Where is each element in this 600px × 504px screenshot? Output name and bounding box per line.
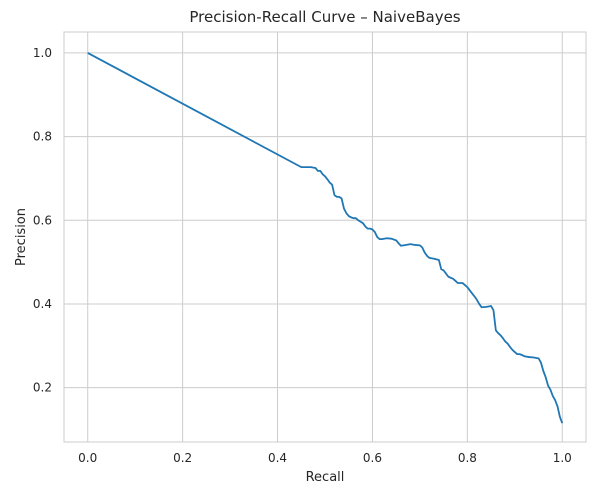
x-tick-label: 0.2 — [173, 451, 192, 465]
y-tick-label: 0.6 — [33, 213, 52, 227]
y-tick-label: 1.0 — [33, 46, 52, 60]
y-axis-label: Precision — [14, 208, 29, 266]
y-tick-label: 0.8 — [33, 130, 52, 144]
grid-lines — [64, 32, 586, 442]
x-axis-label: Recall — [306, 470, 345, 485]
plot-background — [63, 31, 587, 443]
pr-curve-line — [87, 52, 564, 424]
tick-labels: 0.0 0.2 0.4 0.6 0.8 1.0 0.2 0.4 0.6 0.8 1.0 — [33, 46, 572, 465]
x-tick-label: 0.8 — [458, 451, 477, 465]
x-tick-label: 0.0 — [78, 451, 97, 465]
y-tick-label: 0.2 — [33, 381, 52, 395]
series-layer — [87, 52, 564, 424]
y-tick-label: 0.4 — [33, 297, 52, 311]
x-tick-label: 1.0 — [553, 451, 572, 465]
chart-title: Precision-Recall Curve – NaiveBayes — [189, 8, 460, 26]
x-tick-label: 0.4 — [268, 451, 287, 465]
x-tick-label: 0.6 — [363, 451, 382, 465]
